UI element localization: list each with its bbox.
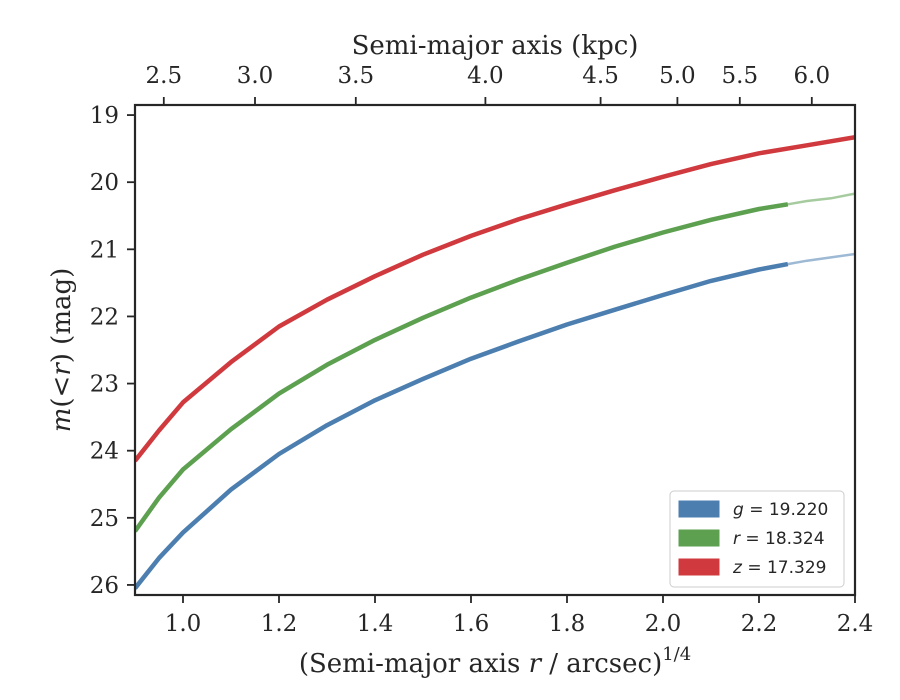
y-tick-label: 19: [90, 103, 119, 129]
x-tick-label: 1.0: [165, 611, 202, 637]
top-tick-label: 4.5: [582, 63, 619, 89]
legend-label-z: z = 17.329: [732, 558, 826, 578]
y-tick-label: 21: [90, 237, 119, 263]
series-g-line: [135, 261, 789, 590]
x-tick-label: 1.4: [357, 611, 394, 637]
legend-swatch-g: [678, 500, 720, 518]
x-tick-label: 2.4: [837, 611, 874, 637]
y-tick-label: 25: [90, 506, 119, 532]
y-tick-label: 26: [90, 573, 119, 599]
series-r-model-line: [786, 192, 855, 206]
series-g-model-line: [786, 252, 855, 266]
top-tick-label: 3.5: [338, 63, 375, 89]
bottom-axis: 1.0 1.2 1.4 1.6 1.8 2.0 2.2 2.4: [165, 595, 874, 637]
series-r-line: [135, 202, 789, 533]
y-axis-label: m(<r) (mag): [47, 268, 77, 433]
top-axis: 2.5 3.0 3.5 4.0 4.5 5.0 5.5 6.0: [146, 63, 831, 105]
x-tick-label: 1.8: [549, 611, 586, 637]
series-z-line: [135, 134, 855, 463]
axis-labels: (Semi-major axis r / arcsec)1/4 Semi-majo…: [47, 31, 691, 679]
y-tick-label: 23: [90, 372, 119, 398]
x-tick-label: 1.2: [261, 611, 298, 637]
top-axis-label: Semi-major axis (kpc): [352, 31, 639, 61]
top-tick-label: 5.5: [722, 63, 759, 89]
x-tick-label: 2.2: [741, 611, 778, 637]
legend-label-r: r = 18.324: [733, 529, 825, 549]
x-tick-label: 2.0: [645, 611, 682, 637]
legend: g = 19.220 r = 18.324 z = 17.329: [669, 490, 845, 588]
series-group: [135, 134, 855, 590]
plot-layer: [135, 134, 855, 590]
y-tick-label: 22: [90, 304, 119, 330]
top-tick-label: 4.0: [467, 63, 504, 89]
top-tick-label: 2.5: [146, 63, 183, 89]
top-tick-label: 3.0: [237, 63, 274, 89]
y-tick-label: 24: [90, 439, 119, 465]
x-tick-label: 1.6: [453, 611, 490, 637]
plot-frame: [133, 103, 857, 597]
left-axis: 19 20 21 22 23 24 25 26: [90, 103, 135, 599]
y-tick-label: 20: [90, 170, 119, 196]
top-tick-label: 5.0: [659, 63, 696, 89]
top-tick-label: 6.0: [794, 63, 831, 89]
legend-label-g: g = 19.220: [733, 500, 828, 520]
legend-swatch-r: [678, 529, 720, 547]
legend-swatch-z: [678, 558, 720, 576]
x-axis-label: (Semi-major axis r / arcsec)1/4: [299, 644, 691, 679]
